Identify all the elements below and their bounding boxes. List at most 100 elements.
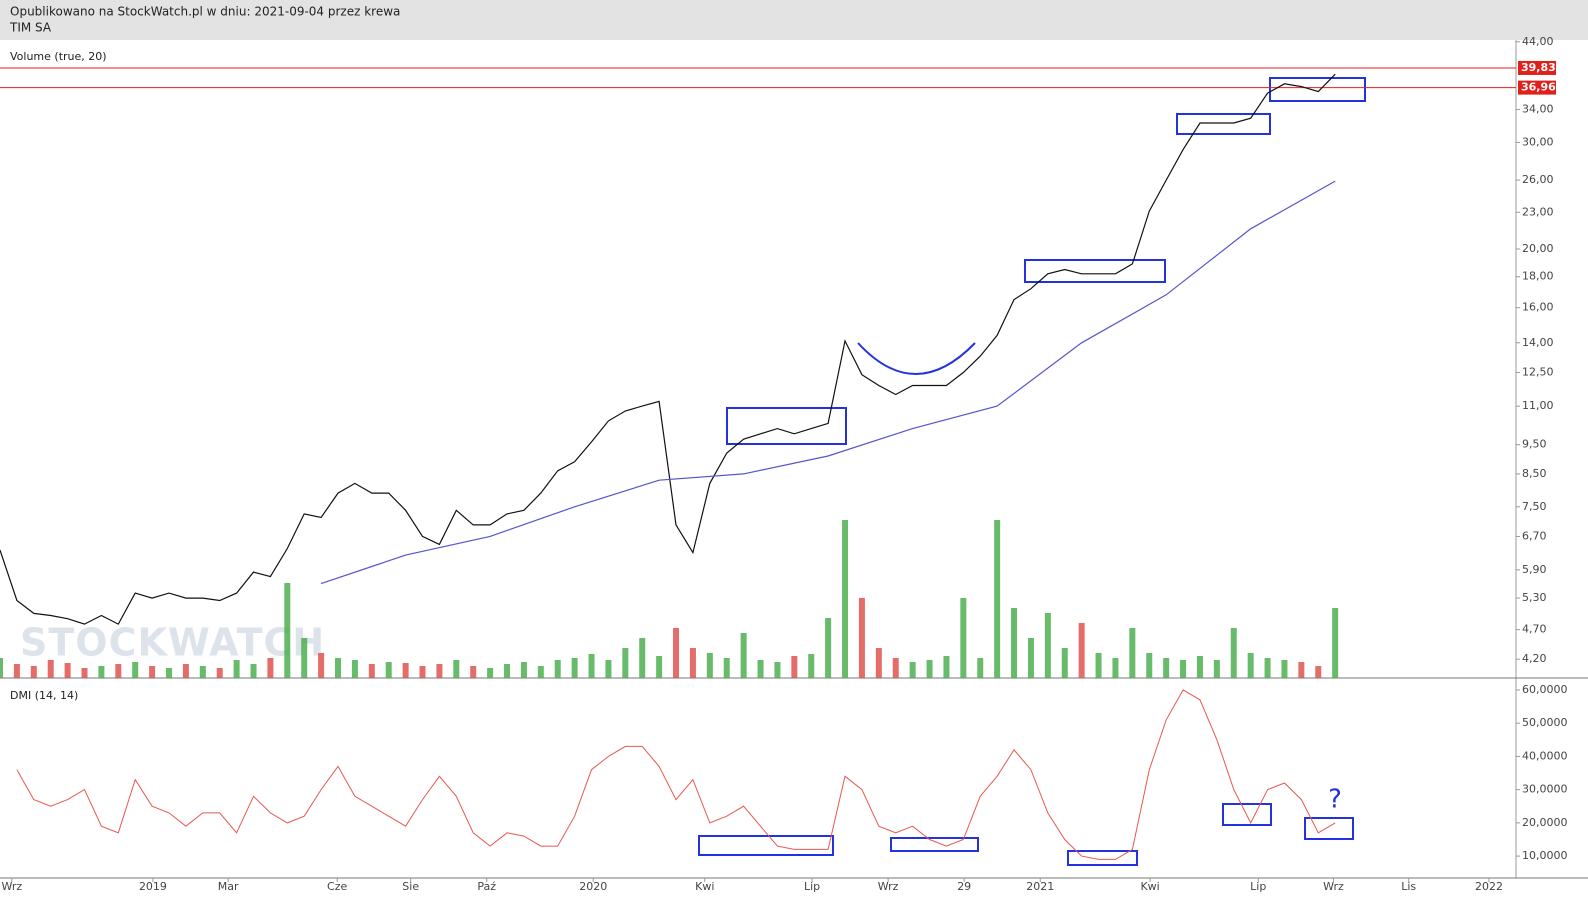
volume-bar bbox=[301, 638, 308, 678]
volume-bar bbox=[1213, 660, 1220, 678]
volume-bar bbox=[1247, 653, 1254, 678]
volume-bar bbox=[740, 633, 747, 678]
volume-bar bbox=[182, 664, 189, 678]
x-tick-label: 29 bbox=[957, 880, 971, 893]
x-tick-label: 2022 bbox=[1475, 880, 1503, 893]
x-tick-label: Paź bbox=[477, 880, 496, 893]
box bbox=[1024, 259, 1166, 283]
volume-bar bbox=[808, 654, 815, 678]
volume-bar bbox=[115, 664, 122, 678]
y-tick-label: 4,20 bbox=[1522, 652, 1547, 665]
y-tick-label: 26,00 bbox=[1522, 173, 1554, 186]
volume-bar bbox=[1011, 608, 1018, 678]
header-title: Opublikowano na StockWatch.pl w dniu: 20… bbox=[10, 5, 400, 19]
x-tick-label: Wrz bbox=[1323, 880, 1344, 893]
x-tick-label: Lis bbox=[1401, 880, 1416, 893]
volume-bar bbox=[588, 654, 595, 678]
volume-bar bbox=[1095, 653, 1102, 678]
box bbox=[1222, 803, 1272, 826]
series-line bbox=[320, 180, 1336, 585]
series-line bbox=[0, 73, 1336, 625]
volume-bar bbox=[1264, 658, 1271, 678]
volume-bar bbox=[0, 658, 3, 678]
volume-bar bbox=[385, 662, 392, 678]
volume-bar bbox=[909, 662, 916, 678]
x-tick-label: 2020 bbox=[579, 880, 607, 893]
volume-bar bbox=[267, 658, 274, 678]
series-line bbox=[16, 689, 1336, 860]
volume-bar bbox=[250, 664, 257, 678]
price-tag bbox=[1518, 60, 1556, 75]
y-tick-label: 4,70 bbox=[1522, 623, 1547, 636]
y-tick-label: 6,70 bbox=[1522, 529, 1547, 542]
volume-bar bbox=[13, 664, 20, 678]
volume-bar bbox=[892, 658, 899, 678]
header-band bbox=[0, 0, 1588, 40]
y-tick-label: 7,50 bbox=[1522, 500, 1547, 513]
y-tick-label: 23,00 bbox=[1522, 205, 1554, 218]
y-tick-label: 44,00 bbox=[1522, 35, 1554, 48]
volume-bar bbox=[977, 658, 984, 678]
volume-bar bbox=[1061, 648, 1068, 678]
volume-bar bbox=[368, 664, 375, 678]
y-tick-label: 12,50 bbox=[1522, 366, 1554, 379]
x-tick-label: 2019 bbox=[139, 880, 167, 893]
x-tick-label: Sie bbox=[402, 880, 419, 893]
volume-bar bbox=[926, 660, 933, 678]
y-tick-label: 9,50 bbox=[1522, 438, 1547, 451]
volume-bar bbox=[554, 660, 561, 678]
x-tick-label: Cze bbox=[327, 880, 347, 893]
volume-bar bbox=[689, 648, 696, 678]
volume-bar bbox=[639, 638, 646, 678]
box bbox=[726, 407, 847, 445]
y-tick-label: 30,00 bbox=[1522, 135, 1554, 148]
volume-bar bbox=[1196, 656, 1203, 678]
volume-bar bbox=[520, 662, 527, 678]
volume-bar bbox=[875, 648, 882, 678]
volume-bar bbox=[436, 664, 443, 678]
volume-bar bbox=[284, 583, 291, 678]
y-tick-label: 16,00 bbox=[1522, 301, 1554, 314]
header-subtitle: TIM SA bbox=[9, 21, 52, 35]
volume-bar bbox=[1163, 658, 1170, 678]
volume-bar bbox=[1129, 628, 1136, 678]
volume-bar bbox=[656, 656, 663, 678]
volume-bar bbox=[64, 663, 71, 678]
volume-bar bbox=[1180, 660, 1187, 678]
volume-bar bbox=[622, 648, 629, 678]
volume-bar bbox=[419, 666, 426, 678]
volume-bar bbox=[825, 618, 832, 678]
annotation: ? bbox=[1328, 785, 1342, 815]
panel-label: Volume (true, 20) bbox=[10, 50, 107, 63]
volume-bar bbox=[487, 668, 494, 678]
y-tick-label: 60,0000 bbox=[1522, 683, 1568, 696]
volume-bar bbox=[994, 520, 1001, 678]
y-tick-label: 20,00 bbox=[1522, 242, 1554, 255]
x-tick-label: Wrz bbox=[878, 880, 899, 893]
y-tick-label: 40,0000 bbox=[1522, 749, 1568, 762]
volume-bar bbox=[132, 662, 139, 678]
box bbox=[1304, 817, 1354, 840]
volume-bar bbox=[504, 664, 511, 678]
box bbox=[698, 835, 834, 856]
volume-bar bbox=[81, 668, 88, 678]
volume-bar bbox=[1298, 662, 1305, 678]
volume-bar bbox=[98, 666, 105, 678]
volume-bar bbox=[571, 658, 578, 678]
volume-bar bbox=[335, 658, 342, 678]
volume-bar bbox=[199, 666, 206, 678]
volume-bar bbox=[351, 660, 358, 678]
volume-bar bbox=[233, 660, 240, 678]
volume-bar bbox=[706, 653, 713, 678]
volume-bar bbox=[842, 520, 849, 678]
volume-bar bbox=[774, 662, 781, 678]
annotations bbox=[698, 77, 1366, 866]
volume-bar bbox=[1146, 653, 1153, 678]
volume-bar bbox=[149, 666, 156, 678]
y-tick-label: 18,00 bbox=[1522, 270, 1554, 283]
volume-bar bbox=[453, 660, 460, 678]
volume-bar bbox=[166, 668, 173, 678]
volume-bar bbox=[1315, 666, 1322, 678]
watermark: STOCKWATCH bbox=[20, 621, 325, 665]
